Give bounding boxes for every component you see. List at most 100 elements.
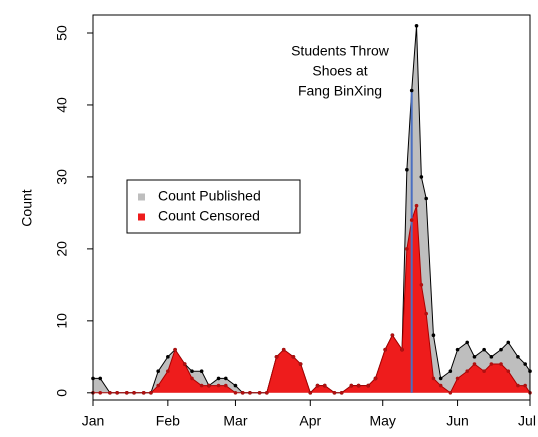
x-tick-label: Jun (446, 413, 469, 429)
legend-swatch (138, 213, 145, 221)
point (419, 175, 424, 179)
point (207, 383, 211, 388)
point (156, 383, 160, 388)
point (98, 376, 103, 381)
point (448, 391, 453, 395)
point (489, 355, 494, 359)
point (339, 391, 344, 395)
point (409, 218, 414, 222)
point (182, 362, 187, 366)
point (499, 347, 503, 352)
point (125, 391, 129, 395)
point (216, 383, 221, 388)
x-tick-label: Feb (156, 413, 180, 429)
x-tick-label: Jul (518, 413, 536, 429)
point (523, 362, 527, 366)
point (240, 391, 245, 395)
point (356, 383, 361, 388)
y-tick-label: 40 (54, 97, 70, 113)
y-tick-label: 20 (54, 241, 70, 257)
legend-box (126, 179, 301, 234)
point (132, 391, 136, 395)
plot-frame (92, 14, 531, 401)
point (489, 362, 494, 366)
point (322, 383, 327, 388)
legend-label: Count Censored (158, 208, 260, 224)
point (431, 333, 436, 338)
point (141, 391, 146, 395)
point (216, 376, 221, 381)
point (308, 391, 313, 395)
point (516, 383, 520, 388)
point (190, 369, 194, 374)
point (482, 347, 486, 352)
point (465, 369, 470, 374)
point (438, 376, 443, 381)
point (383, 347, 387, 352)
point (438, 383, 443, 388)
point (274, 355, 279, 359)
area (93, 205, 530, 393)
legend-label: Count Published (158, 188, 261, 204)
x-tick-label: May (369, 413, 395, 429)
point (156, 369, 160, 374)
y-tick-label: 0 (54, 389, 70, 397)
point (472, 355, 477, 359)
point (455, 376, 460, 381)
point (419, 283, 424, 287)
x-tick-label: Mar (223, 413, 247, 429)
point (405, 167, 409, 172)
point (315, 383, 320, 388)
annotation: Shoes at (312, 63, 367, 79)
x-tick-label: Jan (82, 413, 105, 429)
point (248, 391, 252, 395)
y-axis-label: Count (19, 189, 35, 226)
point (482, 369, 486, 374)
point (523, 383, 527, 388)
point (98, 391, 103, 395)
point (291, 355, 296, 359)
point (233, 391, 238, 395)
point (190, 376, 194, 381)
point (223, 383, 228, 388)
point (332, 391, 337, 395)
point (390, 333, 395, 338)
point (431, 376, 436, 381)
point (405, 247, 409, 251)
point (257, 391, 262, 395)
y-tick-label: 10 (54, 313, 70, 329)
point (400, 347, 404, 352)
point (233, 383, 238, 388)
legend: Count Published Count Censored (126, 179, 301, 234)
line (93, 205, 531, 394)
point (414, 23, 419, 28)
point (465, 340, 470, 345)
annotation: Students Throw (291, 43, 390, 59)
point (223, 376, 228, 381)
point (199, 369, 204, 374)
point (506, 340, 511, 345)
annotation: Fang BinXing (298, 83, 382, 99)
point (298, 362, 303, 366)
point (506, 369, 511, 374)
point (373, 376, 378, 381)
point (349, 383, 354, 388)
point (166, 369, 170, 374)
point (455, 347, 460, 352)
point (281, 347, 286, 352)
point (516, 355, 520, 359)
legend-swatch (138, 193, 145, 201)
point (366, 383, 371, 388)
point (115, 391, 119, 395)
y-tick-label: 30 (54, 169, 70, 185)
point (265, 391, 269, 395)
point (414, 203, 419, 208)
point (472, 362, 477, 366)
point (149, 391, 153, 395)
point (424, 196, 428, 201)
point (499, 362, 503, 366)
point (108, 391, 112, 395)
point (409, 88, 414, 93)
point (173, 347, 177, 352)
